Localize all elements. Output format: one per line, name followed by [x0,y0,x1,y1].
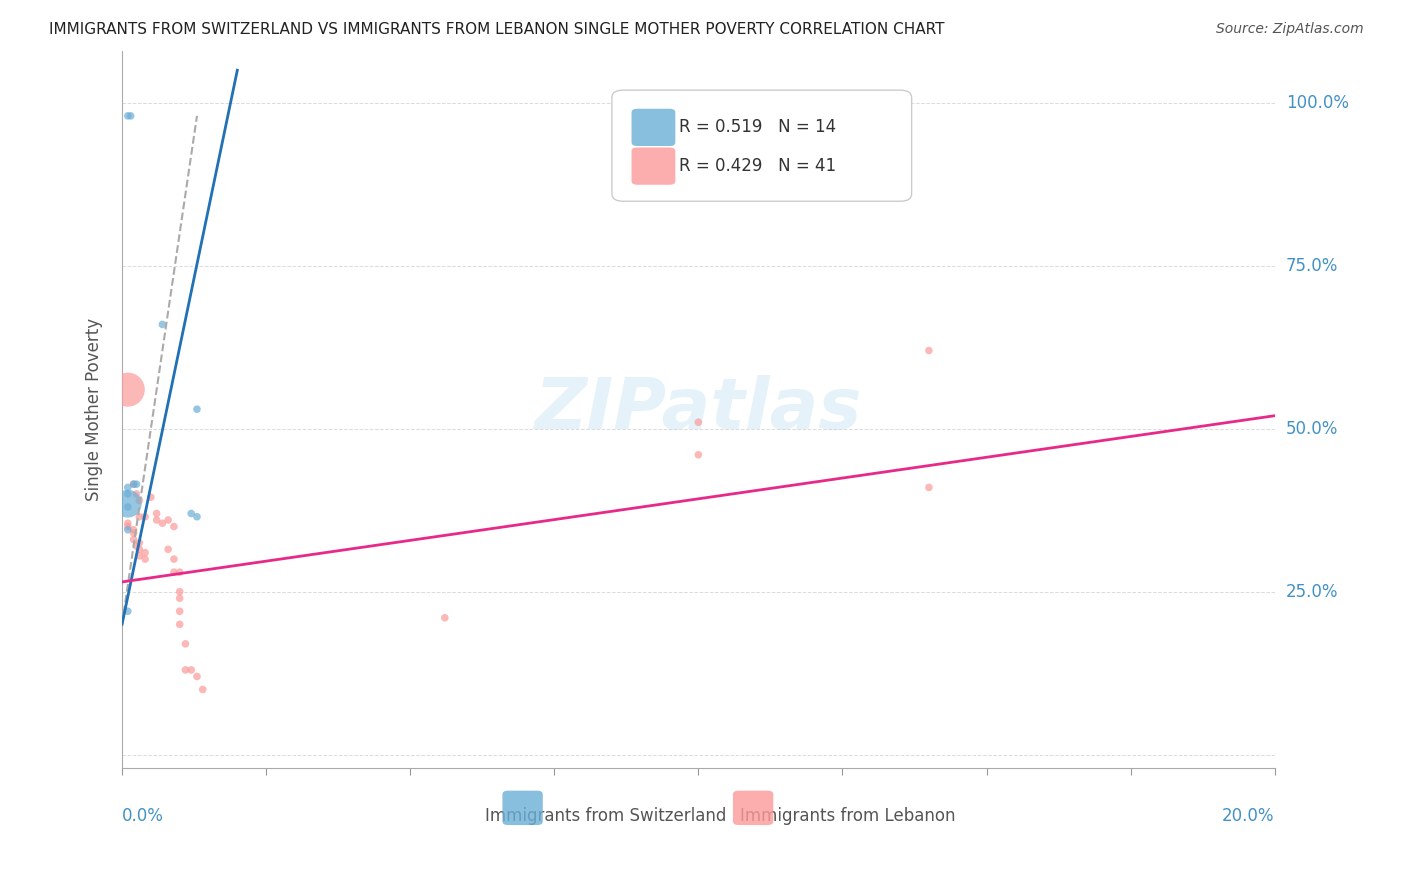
Point [128,542,150,557]
Point [117,516,139,531]
Point [169,591,191,606]
Point [117,519,139,533]
Text: 0.0%: 0.0% [122,807,165,825]
FancyBboxPatch shape [631,147,675,185]
Text: R = 0.519   N = 14: R = 0.519 N = 14 [679,119,837,136]
Point [117,480,139,494]
Point [918,343,941,358]
Point [117,604,139,618]
Text: Immigrants from Switzerland: Immigrants from Switzerland [485,807,727,825]
Point [125,539,148,553]
Point [157,542,180,557]
Point [117,523,139,537]
Y-axis label: Single Mother Poverty: Single Mother Poverty [86,318,103,500]
Text: 75.0%: 75.0% [1286,257,1339,275]
FancyBboxPatch shape [612,90,911,202]
Point [163,565,186,579]
Point [122,526,145,541]
Point [117,487,139,501]
Text: Source: ZipAtlas.com: Source: ZipAtlas.com [1216,22,1364,37]
Text: 100.0%: 100.0% [1286,94,1348,112]
Point [174,637,197,651]
Point [163,552,186,566]
Point [122,523,145,537]
Point [163,519,186,533]
Point [191,682,214,697]
Point [128,509,150,524]
Point [186,669,208,683]
Text: Immigrants from Lebanon: Immigrants from Lebanon [741,807,956,825]
Point [180,507,202,521]
Point [157,513,180,527]
Point [152,516,174,531]
FancyBboxPatch shape [631,109,675,146]
Point [122,533,145,547]
Text: 25.0%: 25.0% [1286,582,1339,600]
FancyBboxPatch shape [502,790,543,825]
Point [169,604,191,618]
Text: IMMIGRANTS FROM SWITZERLAND VS IMMIGRANTS FROM LEBANON SINGLE MOTHER POVERTY COR: IMMIGRANTS FROM SWITZERLAND VS IMMIGRANT… [49,22,945,37]
Point [117,383,139,397]
Point [117,109,139,123]
Text: ZIPatlas: ZIPatlas [534,375,862,443]
Text: 50.0%: 50.0% [1286,420,1339,438]
Point [152,318,174,332]
FancyBboxPatch shape [733,790,773,825]
Point [145,513,167,527]
Point [128,549,150,563]
Point [169,584,191,599]
Point [145,507,167,521]
Point [128,536,150,550]
Point [169,617,191,632]
Point [122,477,145,491]
Point [125,487,148,501]
Point [139,490,162,504]
Point [117,500,139,514]
Point [433,611,456,625]
Point [688,448,710,462]
Point [186,402,208,417]
Point [117,497,139,511]
Point [122,477,145,491]
Point [128,493,150,508]
Text: 20.0%: 20.0% [1222,807,1275,825]
Point [134,552,156,566]
Point [134,509,156,524]
Point [134,546,156,560]
Text: R = 0.429   N = 41: R = 0.429 N = 41 [679,157,837,175]
Point [918,480,941,494]
Point [174,663,197,677]
Point [125,477,148,491]
Point [120,109,142,123]
Point [186,509,208,524]
Point [688,415,710,429]
Point [169,565,191,579]
Point [180,663,202,677]
